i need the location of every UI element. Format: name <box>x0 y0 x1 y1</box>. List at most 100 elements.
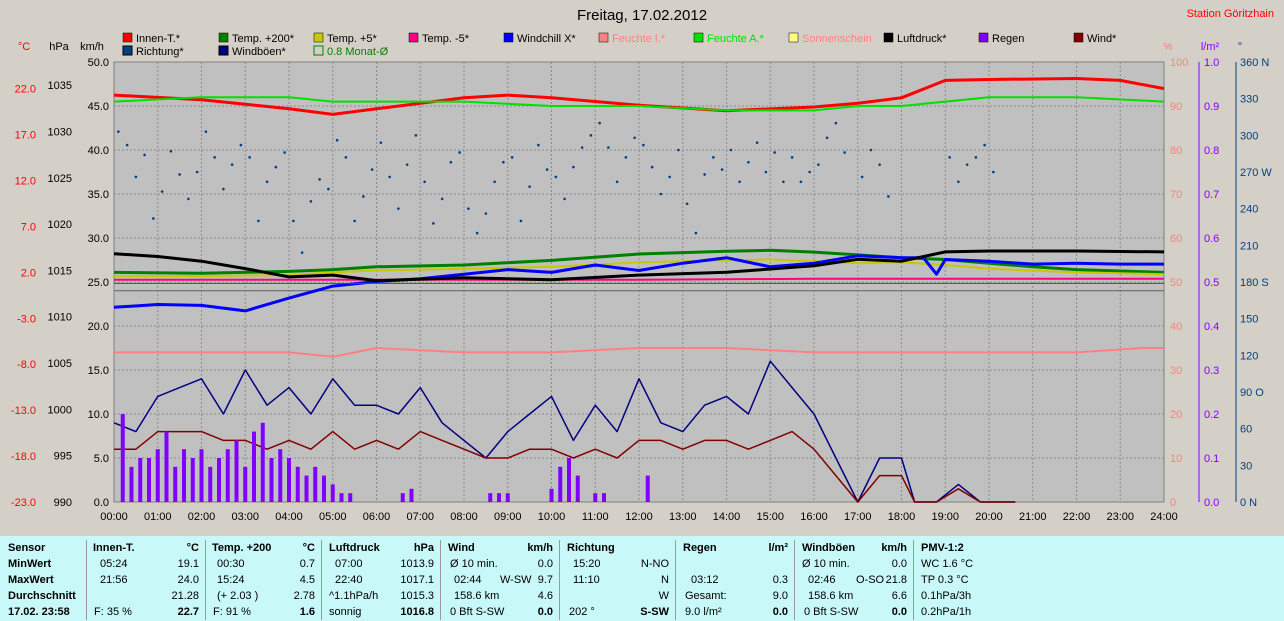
rain-bar-15 <box>252 431 256 502</box>
legend-label-8: Luftdruck* <box>897 33 947 45</box>
x-tick-21: 21:00 <box>1019 511 1047 523</box>
direction-point-16 <box>257 219 260 223</box>
pct-tick-5: 50 <box>1170 277 1182 289</box>
legend-swatch-1 <box>218 32 229 43</box>
direction-point-90 <box>965 163 969 166</box>
pct-tick-0: 100 <box>1170 57 1188 69</box>
stats-wind-maxtime: 02:44 <box>454 574 482 586</box>
temp-tick-1: 17.0 <box>15 130 36 142</box>
x-tick-12: 12:00 <box>625 511 653 523</box>
stats-windboeen-bft: 0 Bft S-SW <box>804 606 859 618</box>
stats-temp200-trend: (+ 2.03 ) <box>217 590 259 602</box>
stats-innen-current: 22.7 <box>177 606 199 618</box>
stats-windboeen-maxtime: 02:46 <box>808 574 836 586</box>
dir-tick-1: 330 <box>1240 94 1258 106</box>
rain-bar-28 <box>409 488 414 502</box>
rain-bar-21 <box>304 475 309 502</box>
rain-tick-1: 0.9 <box>1204 101 1219 113</box>
weather-chart: Freitag, 17.02.2012 Station Göritzhain I… <box>10 7 1274 523</box>
unit-deg: ° <box>1238 41 1242 53</box>
stats-col-windboeen: Windböen km/h Ø 10 min. 0.0 02:46 O-SO 21.8 … <box>796 540 914 620</box>
direction-point-82 <box>834 121 838 125</box>
direction-point-36 <box>432 222 435 225</box>
legend-swatch-7 <box>788 32 799 43</box>
stats-regen-sum: 9.0 l/m² <box>685 606 722 618</box>
direction-point-45 <box>510 156 514 159</box>
direction-point-24 <box>327 187 330 191</box>
dir-tick-2: 300 <box>1240 130 1258 142</box>
x-tick-22: 22:00 <box>1063 511 1091 523</box>
kmh-tick-5: 25.0 <box>88 277 109 289</box>
temp-tick-7: -13.0 <box>11 405 36 417</box>
rain-bar-6 <box>173 466 178 502</box>
legend-label-4: Windchill X* <box>517 33 576 45</box>
stats-timestamp: 17.02. 23:58 <box>8 606 70 618</box>
stats-wind-maxdir: W-SW <box>500 574 532 586</box>
stats-richtung-val3: W <box>658 590 669 602</box>
stats-regen-max: 0.3 <box>772 574 788 586</box>
rain-bar-7 <box>182 449 186 502</box>
unit-hpa: hPa <box>49 41 69 53</box>
axes: 22.0 17.0 12.0 7.0 2.0 -3.0 -8.0 -13.0 -18.0 -23.… <box>11 57 1272 523</box>
rain-bar-33 <box>558 466 563 502</box>
direction-point-78 <box>799 180 803 184</box>
direction-point-79 <box>808 170 811 174</box>
stats-windboeen-max: 21.8 <box>885 574 907 586</box>
stats-luftdruck-trend: ^1.1hPa/h <box>329 590 379 602</box>
x-tick-11: 11:00 <box>582 511 609 523</box>
x-tick-17: 17:00 <box>844 511 872 523</box>
direction-point-51 <box>563 197 566 201</box>
stats-luftdruck-unit: hPa <box>413 542 434 554</box>
stats-wind-current: 0.0 <box>537 606 553 618</box>
unit-kmh: km/h <box>80 41 104 53</box>
dir-tick-11: 30 <box>1240 460 1252 472</box>
direction-point-64 <box>677 148 680 152</box>
direction-point-88 <box>948 156 951 159</box>
pct-tick-9: 10 <box>1170 453 1182 465</box>
pct-tick-6: 40 <box>1170 321 1182 333</box>
direction-point-44 <box>502 160 505 164</box>
stats-regen-maxtime: 03:12 <box>691 574 719 586</box>
rain-bar-12 <box>225 449 230 502</box>
legend-label-3: Temp. -5* <box>422 33 470 45</box>
rain-bar-10 <box>208 466 213 502</box>
series-line-temp-200- <box>113 248 1165 275</box>
x-tick-18: 18:00 <box>888 511 916 523</box>
rain-bar-4 <box>155 449 160 502</box>
direction-point-1 <box>125 143 129 147</box>
legend2-label-1: Windböen* <box>232 46 287 58</box>
series-line-feuchte-a- <box>113 96 1165 112</box>
direction-point-10 <box>204 130 208 133</box>
direction-point-40 <box>467 207 470 210</box>
unit-lm2: l/m² <box>1201 41 1220 53</box>
rain-tick-3: 0.7 <box>1204 189 1219 201</box>
direction-point-9 <box>195 170 199 174</box>
grid <box>114 62 1164 502</box>
rain-bar-1 <box>129 466 134 502</box>
rain-bar-36 <box>593 493 598 502</box>
series-line-feuchte-i- <box>114 347 1164 358</box>
pct-tick-4: 60 <box>1170 233 1182 245</box>
rain-bar-9 <box>199 449 204 502</box>
legend-swatch-5 <box>598 32 609 43</box>
stats-richtung-current: S-SW <box>640 606 669 618</box>
rain-bar-38 <box>645 475 650 502</box>
rain-bar-35 <box>575 475 580 502</box>
stats-windboeen-avg: 6.6 <box>891 590 907 602</box>
stats-durchschnitt: Durchschnitt <box>8 590 76 602</box>
stats-col-innen: Innen-T. °C 05:24 19.1 21:56 24.0 21.28 F: … <box>88 540 206 620</box>
direction-point-38 <box>449 160 453 164</box>
unit-temp: °C <box>18 41 30 53</box>
x-tick-0: 00:00 <box>100 511 128 523</box>
stats-innen-maxtime: 21:56 <box>100 574 128 586</box>
direction-point-23 <box>318 178 321 181</box>
kmh-tick-1: 45.0 <box>88 101 109 113</box>
x-tick-8: 08:00 <box>450 511 478 523</box>
direction-point-28 <box>362 195 365 198</box>
rain-tick-6: 0.4 <box>1204 321 1219 333</box>
legend-swatch-3 <box>408 32 419 43</box>
legend-label-6: Feuchte A.* <box>707 33 765 45</box>
stats-windboeen-unit: km/h <box>881 542 907 554</box>
stats-temp200-head: Temp. +200 <box>212 542 272 554</box>
x-tick-14: 14:00 <box>713 511 741 523</box>
